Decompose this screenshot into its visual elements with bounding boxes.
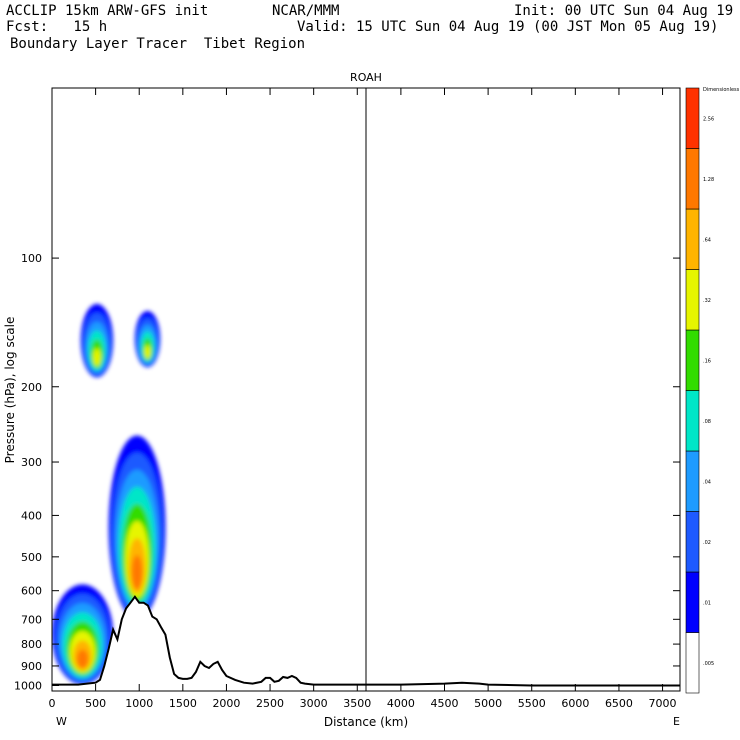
header-line3-left: Boundary Layer Tracer Tibet Region xyxy=(10,36,306,52)
colorbar-swatch xyxy=(685,632,700,694)
colorbar-swatch xyxy=(685,269,700,331)
x-tick-label: 1500 xyxy=(169,697,197,710)
x-tick-label: 7000 xyxy=(649,697,677,710)
tracer-contour xyxy=(144,345,151,359)
colorbar-label: 2.56 xyxy=(703,116,714,122)
chart-title: ROAH xyxy=(350,71,382,84)
y-axis: 100 200 300 400 500 600 700 800 900 1000 xyxy=(14,252,680,693)
y-tick-label: 300 xyxy=(21,456,42,469)
colorbar-label: .04 xyxy=(703,479,711,485)
x-tick-label: 0 xyxy=(49,697,56,710)
x-tick-label: 6500 xyxy=(605,697,633,710)
y-tick-label: 600 xyxy=(21,585,42,598)
x-tick-label: 6000 xyxy=(561,697,589,710)
x-tick-label: 2000 xyxy=(212,697,240,710)
colorbar-label: 1.28 xyxy=(703,177,714,183)
x-tick-label: 500 xyxy=(85,697,106,710)
colorbar-swatch xyxy=(685,329,700,391)
x-tick-label: 5000 xyxy=(474,697,502,710)
y-tick-label: 800 xyxy=(21,638,42,651)
x-end-label-east: E xyxy=(673,715,680,728)
colorbar-swatch xyxy=(685,390,700,452)
tracer-shading xyxy=(52,303,166,685)
x-axis: 0 500 1000 1500 2000 2500 3000 3500 4000 4500 5000… xyxy=(49,88,677,710)
x-tick-label: 5500 xyxy=(518,697,546,710)
colorbar-label: .64 xyxy=(703,237,711,243)
terrain-fill xyxy=(52,596,680,691)
header-line2-left: Fcst: 15 h xyxy=(6,19,108,35)
y-tick-label: 700 xyxy=(21,613,42,626)
y-tick-label: 1000 xyxy=(14,680,42,693)
header-line1-mid: NCAR/MMM xyxy=(272,3,340,19)
y-tick-label: 900 xyxy=(21,660,42,673)
x-tick-label: 4000 xyxy=(387,697,415,710)
colorbar-label: .02 xyxy=(703,540,711,546)
y-tick-label: 500 xyxy=(21,551,42,564)
plot-frame xyxy=(51,87,681,692)
x-tick-label: 1000 xyxy=(125,697,153,710)
y-tick-label: 400 xyxy=(21,509,42,522)
x-tick-label: 3500 xyxy=(343,697,371,710)
y-axis-title: Pressure (hPa), log scale xyxy=(3,317,17,464)
terrain xyxy=(52,595,680,691)
header-line1-left: ACCLIP 15km ARW-GFS init xyxy=(6,3,209,19)
colorbar-swatch xyxy=(685,450,700,512)
y-tick-label: 100 xyxy=(21,252,42,265)
colorbar-label: .08 xyxy=(703,419,711,425)
terrain-outline xyxy=(52,595,680,687)
y-tick-label: 200 xyxy=(21,381,42,394)
header-line2-right: Valid: 15 UTC Sun 04 Aug 19 (00 JST Mon … xyxy=(297,19,719,35)
colorbar-swatch xyxy=(685,87,700,149)
colorbar-title: Dimensionless xyxy=(703,87,740,93)
colorbar-swatch xyxy=(685,208,700,270)
tracer-contour xyxy=(93,348,101,367)
colorbar-label: .01 xyxy=(703,600,711,606)
x-axis-title: Distance (km) xyxy=(324,715,408,729)
x-tick-label: 2500 xyxy=(256,697,284,710)
x-end-label-west: W xyxy=(56,715,67,728)
x-tick-label: 3000 xyxy=(300,697,328,710)
colorbar-label: .16 xyxy=(703,358,711,364)
colorbar-label: .32 xyxy=(703,298,711,304)
header-line1-right: Init: 00 UTC Sun 04 Aug 19 xyxy=(514,3,734,19)
colorbar-swatch xyxy=(685,148,700,210)
tracer-contour xyxy=(131,555,143,590)
colorbar-swatch xyxy=(685,511,700,573)
tracer-contour xyxy=(76,649,89,669)
colorbar-label: .005 xyxy=(703,661,714,667)
colorbar-swatch xyxy=(685,571,700,633)
x-tick-label: 4500 xyxy=(431,697,459,710)
colorbar: .005 .01 .02 .04 .08 .16 .32 .64 1.28 2.56 Dimensi… xyxy=(685,87,740,694)
